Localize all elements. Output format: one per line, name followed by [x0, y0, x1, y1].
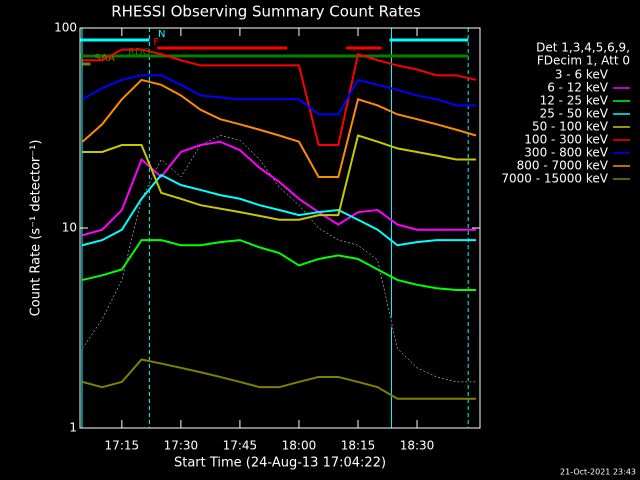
series-line: [82, 358, 477, 400]
series-line-outline: [82, 135, 477, 383]
y-tick-label: 10: [62, 221, 77, 235]
legend-label: 12 - 25 keV: [540, 94, 609, 108]
series-line: [82, 74, 477, 116]
legend-label: 25 - 50 keV: [540, 107, 609, 121]
legend-header: Det 1,3,4,5,6,9,: [536, 41, 630, 55]
chart-title: RHESSI Observing Summary Count Rates: [111, 3, 421, 21]
legend-label: 800 - 7000 keV: [517, 159, 609, 173]
x-tick-label: 17:15: [105, 439, 140, 453]
series-line: [82, 173, 477, 247]
y-tick-label: 1: [69, 421, 77, 435]
x-tick-label: 17:30: [164, 439, 199, 453]
flag-label: F: [153, 37, 159, 48]
legend-label: 100 - 300 keV: [524, 133, 608, 147]
series-line: [81, 134, 477, 383]
legend-label: 300 - 800 keV: [524, 146, 608, 160]
flag-label: N: [158, 29, 165, 40]
x-tick-label: 18:30: [400, 439, 435, 453]
series-line: [82, 239, 477, 291]
legend-label: 3 - 6 keV: [555, 68, 609, 82]
y-axis-label: Count Rate (s⁻¹ detector⁻¹): [29, 140, 44, 317]
y-tick-label: 100: [54, 21, 77, 35]
series-line: [82, 48, 477, 147]
legend-label: 7000 - 15000 keV: [501, 172, 608, 186]
x-tick-label: 18:15: [341, 439, 376, 453]
x-tick-label: 17:45: [223, 439, 258, 453]
legend-label: 6 - 12 keV: [547, 81, 609, 95]
series-line: [82, 134, 477, 221]
series-line: [82, 140, 477, 237]
flag-label: RDO: [128, 47, 151, 58]
series-line: [81, 78, 477, 178]
plot-frame: [79, 27, 481, 429]
legend-label: 50 - 100 keV: [532, 120, 609, 134]
legend-header: FDecim 1, Att 0: [537, 54, 630, 68]
x-tick-label: 18:00: [282, 439, 317, 453]
footer-date: 21-Oct-2021 23:43: [560, 468, 636, 477]
x-axis-label: Start Time (24-Aug-13 17:04:22): [174, 456, 386, 471]
